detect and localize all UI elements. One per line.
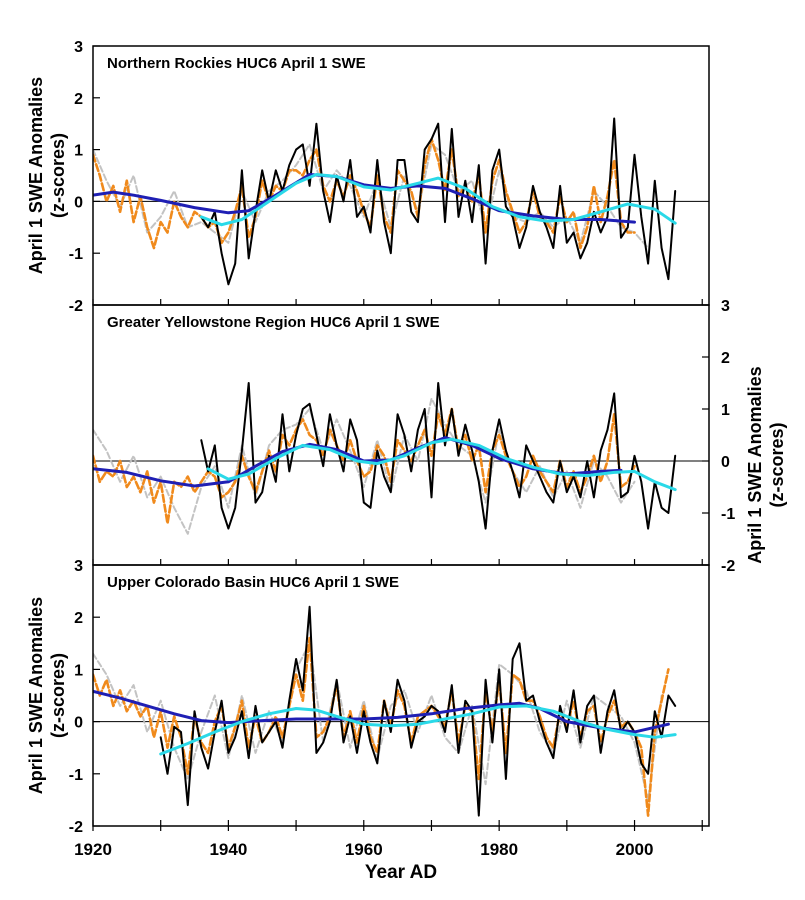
series-group — [93, 117, 677, 286]
panel-title: Greater Yellowstone Region HUC6 April 1 … — [107, 314, 440, 331]
series-smooth-observed — [199, 173, 677, 227]
y-tick-label: 3 — [721, 298, 730, 315]
series-group — [93, 605, 677, 817]
panel-title: Upper Colorado Basin HUC6 April 1 SWE — [107, 574, 399, 591]
y-tick-label: 0 — [721, 454, 730, 471]
series-smooth-observed — [159, 704, 677, 756]
x-tick-label: 2000 — [616, 840, 654, 859]
series-group — [93, 382, 677, 535]
series-observed — [200, 382, 677, 530]
y-axis-label: April 1 SWE Anomalies — [26, 597, 46, 794]
panel-title: Northern Rockies HUC6 April 1 SWE — [107, 55, 366, 72]
x-tick-label: 1960 — [345, 840, 383, 859]
x-axis-label: Year AD — [365, 862, 437, 883]
y-tick-label: 0 — [74, 715, 83, 732]
y-tick-label: -1 — [69, 767, 83, 784]
panel-2: Greater Yellowstone Region HUC6 April 1 … — [92, 298, 787, 575]
series-observed — [159, 605, 677, 817]
y-tick-label: -2 — [69, 819, 83, 836]
y-tick-label: 3 — [74, 39, 83, 56]
y-axis-label: April 1 SWE Anomalies — [745, 366, 765, 563]
panel-3: Upper Colorado Basin HUC6 April 1 SWE 3 2 1… — [26, 558, 710, 883]
y-tick-label: 2 — [74, 610, 83, 627]
y-tick-label: -2 — [721, 558, 735, 575]
y-tick-label: 2 — [74, 91, 83, 108]
x-tick-label: 1980 — [480, 840, 518, 859]
series-smooth-observed — [206, 437, 677, 492]
y-axis-label: April 1 SWE Anomalies — [26, 77, 46, 274]
panel-1: Northern Rockies HUC6 April 1 SWE 3 2 1 0 -1 -… — [26, 39, 710, 315]
y-axis-label-units: (z-scores) — [48, 133, 68, 218]
y-axis-label-units: (z-scores) — [767, 422, 787, 507]
y-axis-label-units: (z-scores) — [48, 653, 68, 738]
y-tick-label: 1 — [74, 662, 83, 679]
series-ensemble — [93, 397, 636, 535]
x-tick-label: 1920 — [74, 840, 112, 859]
y-tick-label: -1 — [69, 246, 83, 263]
y-tick-label: 0 — [74, 194, 83, 211]
y-tick-label: -1 — [721, 506, 735, 523]
y-tick-label: 1 — [74, 143, 83, 160]
plot-frame — [92, 564, 710, 827]
x-tick-label: 1940 — [209, 840, 247, 859]
y-tick-label: 2 — [721, 350, 730, 367]
y-tick-label: 1 — [721, 402, 730, 419]
y-tick-label: 3 — [74, 558, 83, 575]
series-smooth-reconstruction — [93, 689, 670, 734]
y-tick-label: -2 — [69, 298, 83, 315]
